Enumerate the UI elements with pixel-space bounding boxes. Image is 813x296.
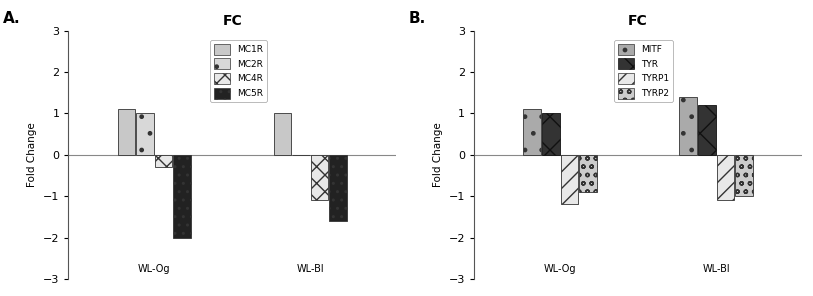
Bar <box>329 155 347 221</box>
Text: WL-Bl: WL-Bl <box>297 264 324 274</box>
Text: WL-Og: WL-Og <box>138 264 171 274</box>
Bar <box>311 155 328 200</box>
Y-axis label: Fold Change: Fold Change <box>433 123 443 187</box>
Bar <box>560 155 578 205</box>
Bar <box>524 109 541 155</box>
Bar <box>735 155 753 196</box>
Title: FC: FC <box>628 14 648 28</box>
Bar <box>136 113 154 155</box>
Legend: MC1R, MC2R, MC4R, MC5R: MC1R, MC2R, MC4R, MC5R <box>211 40 267 102</box>
Text: WL-Og: WL-Og <box>544 264 576 274</box>
Text: B.: B. <box>409 11 426 26</box>
Bar <box>274 113 291 155</box>
Bar <box>680 97 697 155</box>
Text: A.: A. <box>3 11 20 26</box>
Bar <box>579 155 597 192</box>
Y-axis label: Fold Change: Fold Change <box>28 123 37 187</box>
Title: FC: FC <box>223 14 242 28</box>
Bar <box>698 105 715 155</box>
Bar <box>173 155 191 237</box>
Bar <box>118 109 135 155</box>
Text: WL-Bl: WL-Bl <box>702 264 730 274</box>
Legend: MITF, TYR, TYRP1, TYRP2: MITF, TYR, TYRP1, TYRP2 <box>614 40 673 102</box>
Bar <box>542 113 559 155</box>
Bar <box>716 155 734 200</box>
Bar <box>154 155 172 167</box>
